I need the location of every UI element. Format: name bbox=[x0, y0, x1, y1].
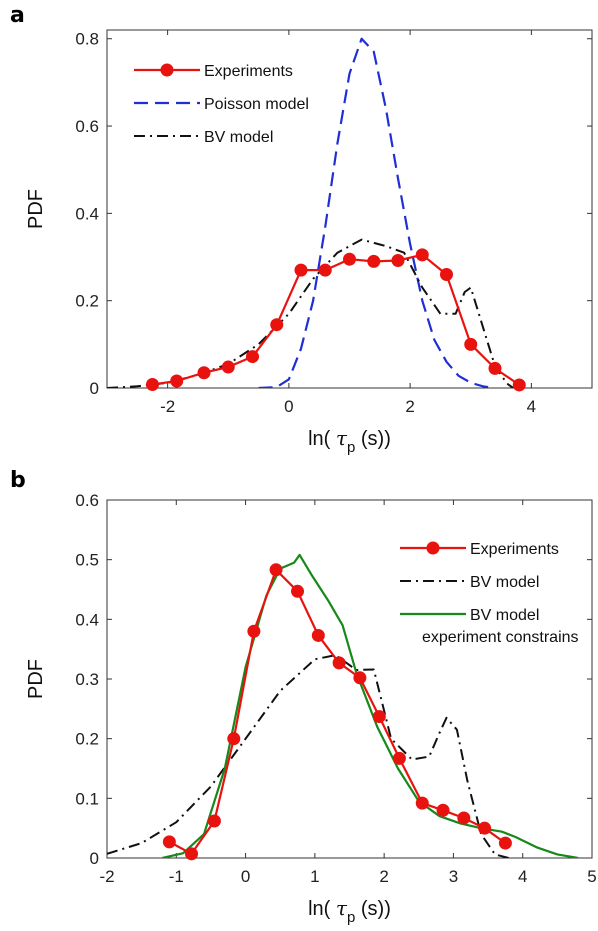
legend-label: BV model experiment constrains bbox=[422, 607, 579, 646]
y-tick-label: 0.2 bbox=[75, 292, 99, 311]
y-tick-label: 0.4 bbox=[75, 204, 99, 223]
data-point bbox=[291, 584, 305, 598]
data-point bbox=[311, 628, 325, 642]
y-tick-label: 0.5 bbox=[75, 551, 99, 570]
y-axis-label: PDF bbox=[25, 189, 47, 229]
x-tick-label: 0 bbox=[241, 867, 250, 886]
data-point bbox=[170, 374, 184, 388]
x-tick-label: 0 bbox=[284, 397, 293, 416]
x-tick-label: -2 bbox=[99, 867, 114, 886]
panel-a: a -2 0 2 4 0 0.2 0.4 0.6 0.8 PDF ln( τp (s)) Experim… bbox=[10, 3, 593, 456]
data-point bbox=[353, 671, 367, 685]
y-tick-label: 0.6 bbox=[75, 491, 99, 510]
series-line-bv-model bbox=[107, 654, 510, 858]
y-tick-label: 0.2 bbox=[75, 730, 99, 749]
data-point bbox=[343, 252, 356, 266]
series-line-bv-model bbox=[162, 553, 579, 858]
data-point bbox=[488, 361, 502, 375]
series-line-bv-model bbox=[107, 238, 514, 388]
data-point bbox=[270, 318, 284, 332]
legend-marker bbox=[160, 63, 174, 77]
x-tick-label: 3 bbox=[449, 867, 458, 886]
series-line-experiments bbox=[168, 568, 507, 855]
data-point bbox=[145, 378, 159, 392]
y-tick-label: 0.8 bbox=[75, 30, 99, 49]
data-point bbox=[318, 263, 332, 277]
panel-b: b -2 -1 0 1 2 3 4 5 0 0.1 0.2 0.3 0.4 0.5 0.6 PDF ln( τp … bbox=[10, 468, 597, 926]
x-tick-label: 4 bbox=[518, 867, 527, 886]
data-point bbox=[246, 350, 259, 364]
data-point bbox=[436, 803, 450, 817]
x-tick-label: 1 bbox=[310, 867, 319, 886]
legend: Experiments BV model BV model experiment co… bbox=[400, 541, 579, 646]
data-point bbox=[185, 847, 199, 861]
data-point bbox=[372, 710, 386, 724]
data-point bbox=[498, 836, 512, 850]
x-tick-label: 2 bbox=[379, 867, 388, 886]
x-axis-label: ln( τp (s)) bbox=[308, 896, 391, 926]
legend-marker bbox=[426, 541, 440, 555]
series-line-experiments bbox=[152, 253, 520, 386]
data-point bbox=[392, 751, 406, 765]
x-tick-label: 2 bbox=[405, 397, 414, 416]
data-point bbox=[332, 656, 346, 670]
y-tick-label: 0.1 bbox=[75, 789, 99, 808]
data-point bbox=[464, 337, 478, 351]
y-tick-label: 0.6 bbox=[75, 117, 99, 136]
data-point bbox=[269, 563, 283, 577]
data-point bbox=[440, 267, 453, 281]
y-axis-label: PDF bbox=[25, 659, 47, 699]
x-tick-label: 4 bbox=[527, 397, 536, 416]
series-line-poisson-model bbox=[258, 37, 496, 388]
x-axis-label: ln( τp (s)) bbox=[308, 426, 391, 456]
plot-frame bbox=[106, 29, 593, 389]
x-tick-label: -1 bbox=[169, 867, 184, 886]
data-point bbox=[162, 835, 176, 849]
y-tick-label: 0 bbox=[90, 849, 99, 868]
data-point bbox=[294, 263, 308, 277]
data-point bbox=[391, 254, 405, 268]
x-tick-label: -2 bbox=[160, 397, 175, 416]
x-tick-label: 5 bbox=[587, 867, 596, 886]
legend-label: Experiments bbox=[470, 541, 559, 558]
data-point bbox=[227, 732, 241, 746]
y-tick-label: 0 bbox=[90, 379, 99, 398]
data-point bbox=[207, 814, 221, 828]
y-tick-label: 0.3 bbox=[75, 670, 99, 689]
data-point bbox=[457, 811, 471, 825]
data-point bbox=[415, 248, 429, 262]
panel-letter: b bbox=[10, 468, 26, 493]
data-point bbox=[247, 624, 261, 638]
data-point bbox=[367, 254, 381, 268]
y-tick-label: 0.4 bbox=[75, 610, 99, 629]
legend-label: BV model bbox=[470, 574, 539, 591]
legend-label: Experiments bbox=[204, 63, 293, 80]
legend-label: BV model bbox=[204, 129, 273, 146]
legend-label: Poisson model bbox=[204, 96, 309, 113]
legend: Experiments Poisson model BV model bbox=[134, 63, 309, 146]
data-point bbox=[478, 821, 492, 835]
data-point bbox=[415, 796, 429, 810]
data-point bbox=[512, 378, 526, 392]
data-point bbox=[197, 366, 211, 380]
panel-letter: a bbox=[10, 3, 25, 28]
data-point bbox=[221, 360, 235, 374]
